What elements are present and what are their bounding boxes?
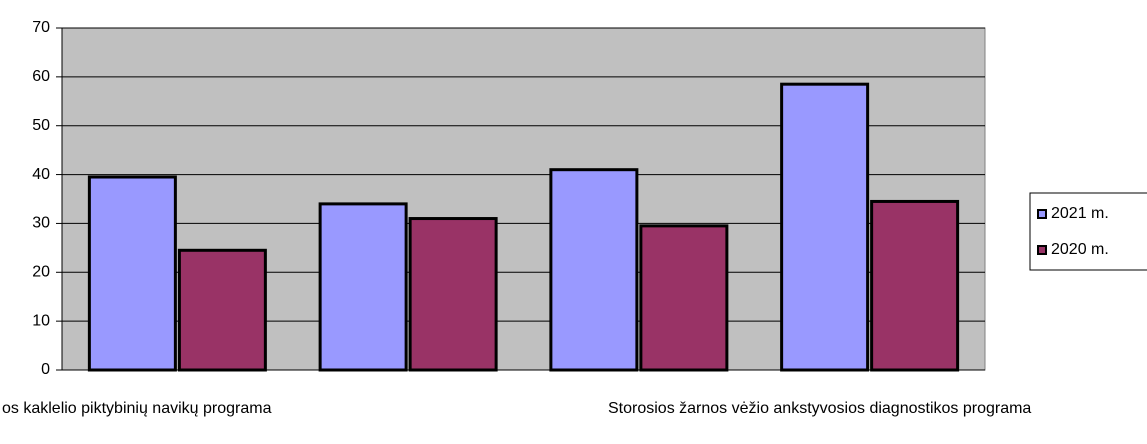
y-tick-label: 10 [32,312,50,329]
bar [780,82,870,372]
bar [870,199,960,372]
bar [177,248,267,372]
legend [1029,192,1147,271]
legend-label: 2020 m. [1051,241,1109,258]
bar [318,202,408,372]
y-tick-label: 30 [32,215,50,232]
y-tick-label: 60 [32,68,50,85]
legend-marker [1037,245,1047,255]
bar [87,175,177,372]
legend-marker [1037,209,1047,219]
bar [549,168,639,372]
y-tick-label: 70 [32,19,50,36]
y-tick-label: 20 [32,264,50,281]
x-tick-label: os kaklelio piktybinių navikų programa [2,400,272,417]
y-tick-label: 50 [32,117,50,134]
legend-label: 2021 m. [1051,205,1109,222]
bar [408,217,498,372]
y-tick-label: 40 [32,166,50,183]
y-tick-label: 0 [41,361,50,378]
bar [639,224,729,372]
x-tick-label: Storosios žarnos vėžio ankstyvosios diag… [608,400,1032,417]
